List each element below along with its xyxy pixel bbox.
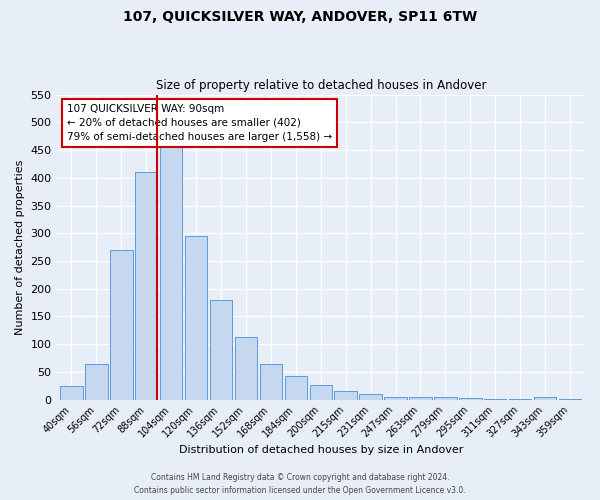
Bar — [85, 364, 107, 400]
Bar — [60, 386, 83, 400]
Bar — [459, 398, 482, 400]
Y-axis label: Number of detached properties: Number of detached properties — [15, 160, 25, 335]
Title: Size of property relative to detached houses in Andover: Size of property relative to detached ho… — [155, 79, 486, 92]
Bar — [434, 398, 457, 400]
Bar — [135, 172, 157, 400]
Bar — [559, 398, 581, 400]
Bar — [284, 376, 307, 400]
Bar — [409, 397, 431, 400]
Bar — [235, 337, 257, 400]
X-axis label: Distribution of detached houses by size in Andover: Distribution of detached houses by size … — [179, 445, 463, 455]
Bar — [210, 300, 232, 400]
Bar — [509, 398, 532, 400]
Bar — [260, 364, 282, 400]
Bar — [484, 398, 506, 400]
Bar — [310, 385, 332, 400]
Bar — [185, 236, 208, 400]
Text: Contains HM Land Registry data © Crown copyright and database right 2024.
Contai: Contains HM Land Registry data © Crown c… — [134, 473, 466, 495]
Bar — [110, 250, 133, 400]
Bar — [534, 397, 556, 400]
Text: 107 QUICKSILVER WAY: 90sqm
← 20% of detached houses are smaller (402)
79% of sem: 107 QUICKSILVER WAY: 90sqm ← 20% of deta… — [67, 104, 332, 142]
Bar — [359, 394, 382, 400]
Text: 107, QUICKSILVER WAY, ANDOVER, SP11 6TW: 107, QUICKSILVER WAY, ANDOVER, SP11 6TW — [123, 10, 477, 24]
Bar — [160, 148, 182, 400]
Bar — [385, 397, 407, 400]
Bar — [334, 392, 357, 400]
